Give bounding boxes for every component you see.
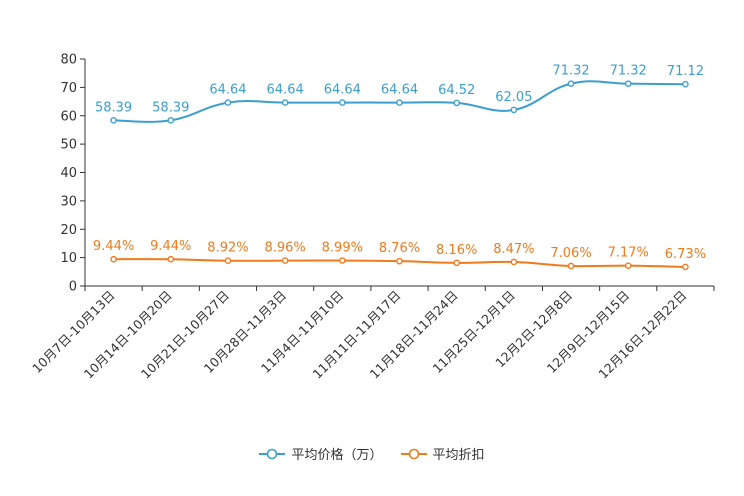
data-label: 8.92% [207, 241, 248, 256]
data-point[interactable] [453, 99, 460, 107]
data-label: 64.64 [324, 83, 361, 98]
data-label: 71.32 [552, 64, 589, 79]
legend: 平均价格（万） 平均折扣 [0, 444, 744, 463]
data-point[interactable] [567, 80, 575, 87]
data-label: 8.96% [264, 241, 305, 256]
y-tick-label: 20 [60, 223, 77, 238]
legend-item-price[interactable]: 平均价格（万） [259, 444, 383, 463]
data-label: 6.73% [665, 247, 706, 262]
data-label: 64.64 [381, 83, 418, 98]
data-label: 9.44% [93, 239, 134, 254]
data-label: 9.44% [150, 239, 191, 254]
legend-discount-label: 平均折扣 [432, 448, 485, 463]
y-tick-label: 0 [69, 280, 77, 295]
series-layer [110, 80, 689, 271]
data-label: 64.64 [267, 83, 304, 98]
y-tick-label: 10 [60, 251, 77, 266]
data-point[interactable] [510, 258, 518, 266]
data-point[interactable] [110, 255, 117, 263]
data-label: 64.64 [209, 83, 246, 98]
data-point[interactable] [453, 259, 460, 267]
data-point[interactable] [167, 117, 175, 124]
data-point[interactable] [396, 257, 403, 265]
y-tick-label: 80 [60, 53, 77, 68]
data-label: 8.76% [379, 241, 420, 256]
y-tick-label: 70 [60, 81, 77, 96]
data-label: 71.12 [667, 64, 704, 79]
data-point[interactable] [624, 80, 632, 87]
y-tick-label: 60 [60, 109, 77, 124]
data-point[interactable] [224, 257, 232, 264]
data-label: 7.17% [608, 246, 649, 261]
data-label: 8.99% [322, 240, 363, 255]
data-point[interactable] [567, 262, 575, 270]
data-point[interactable] [682, 80, 689, 88]
legend-price-label: 平均价格（万） [291, 448, 383, 463]
data-label: 58.39 [152, 100, 189, 115]
legend-discount-marker-icon [400, 448, 427, 459]
y-tick-label: 50 [60, 138, 77, 153]
data-label: 7.06% [550, 246, 591, 261]
data-label: 58.39 [95, 100, 132, 115]
data-point[interactable] [110, 117, 117, 124]
y-tick-label: 30 [60, 194, 77, 209]
data-label: 64.52 [438, 83, 475, 98]
y-tick-label: 40 [60, 166, 77, 181]
legend-item-discount[interactable]: 平均折扣 [400, 444, 485, 463]
data-labels-layer: 58.39 58.39 64.64 64.64 64.64 64.64 64.52 62.05… [93, 64, 706, 262]
legend-price-marker-icon [259, 448, 286, 459]
data-label: 8.16% [436, 243, 477, 258]
data-point[interactable] [281, 99, 289, 106]
data-label: 8.47% [493, 242, 534, 257]
data-point[interactable] [682, 263, 689, 271]
data-point[interactable] [224, 99, 232, 106]
data-label: 62.05 [495, 90, 532, 105]
data-point[interactable] [167, 255, 175, 263]
data-point[interactable] [339, 257, 346, 264]
data-point[interactable] [396, 99, 403, 106]
data-point[interactable] [624, 262, 632, 269]
data-point[interactable] [510, 106, 518, 114]
data-point[interactable] [339, 99, 346, 106]
data-point[interactable] [281, 257, 289, 264]
data-label: 71.32 [610, 64, 647, 79]
